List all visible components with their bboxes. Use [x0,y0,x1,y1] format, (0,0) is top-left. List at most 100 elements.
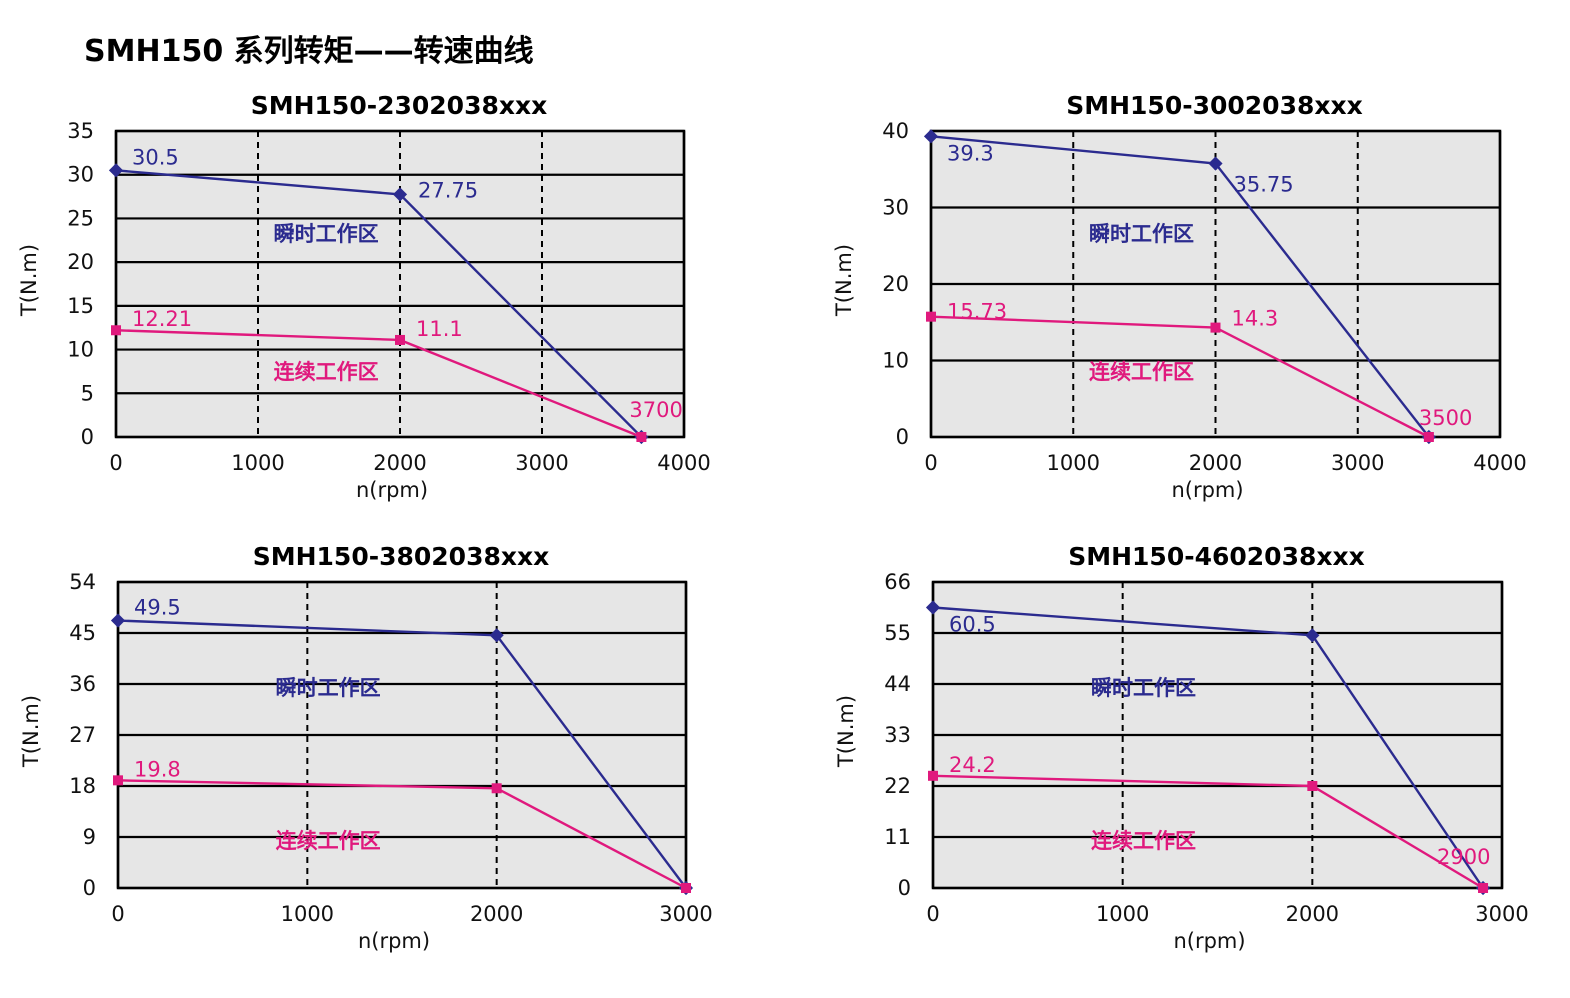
continuous-point-marker [1478,883,1489,893]
continuous-data-label: 24.2 [949,753,996,777]
y-tick-label: 11 [884,825,911,849]
x-tick-label: 2000 [373,451,426,475]
x-tick-label: 3000 [659,902,712,926]
y-tick-label: 9 [83,825,96,849]
continuous-point-marker [113,775,123,786]
chart-title: SMH150-3802038xxx [253,542,550,571]
plot-frame [114,129,686,439]
continuous-zone-label: 连续工作区 [1089,360,1194,384]
y-tick-label: 36 [69,672,96,696]
y-tick-label: 0 [81,425,94,449]
continuous-zone-label: 连续工作区 [276,829,381,853]
continuous-data-label: 15.73 [947,300,1007,324]
peak-data-label: 60.5 [949,613,996,637]
y-tick-label: 18 [69,774,96,798]
x-axis-label: n(rpm) [1173,929,1245,953]
peak-point-marker [1208,156,1223,171]
continuous-data-label: 3500 [1419,406,1472,430]
continuous-point-marker [111,325,121,336]
peak-point-marker [925,600,941,615]
continuous-point-marker [636,432,647,442]
y-tick-label: 0 [83,876,96,900]
y-tick-label: 20 [882,272,909,296]
y-axis-label: T(N.m) [834,695,858,768]
continuous-zone-label: 连续工作区 [274,360,379,384]
y-tick-label: 30 [67,163,94,187]
y-axis-label: T(N.m) [19,695,43,768]
x-axis-label: n(rpm) [358,929,430,953]
y-tick-label: 27 [69,723,96,747]
continuous-data-label: 12.21 [132,307,192,331]
peak-point-marker [489,628,504,643]
x-axis-label: n(rpm) [1171,478,1243,502]
continuous-point-marker [926,311,936,322]
peak-zone-label: 瞬时工作区 [1091,676,1196,700]
x-tick-label: 0 [109,451,122,475]
y-tick-label: 40 [882,119,909,143]
y-axis-label: T(N.m) [832,244,856,317]
x-tick-label: 2000 [1286,902,1339,926]
y-tick-label: 54 [69,570,96,594]
peak-data-label: 27.75 [418,178,478,202]
x-tick-label: 3000 [1331,451,1384,475]
y-tick-label: 20 [67,250,94,274]
continuous-point-marker [1210,322,1221,333]
peak-zone-label: 瞬时工作区 [1089,222,1194,246]
continuous-point-marker [1423,432,1434,442]
chart-1: 0 5 10 15 20 25 30 35 0 1000 2000 3000 4000 SMH150-23… [17,91,711,502]
y-tick-label: 0 [896,425,909,449]
y-tick-label: 66 [884,570,911,594]
continuous-data-label: 19.8 [134,757,181,781]
x-tick-label: 1000 [231,451,284,475]
peak-point-marker [923,129,939,144]
peak-data-label: 39.3 [947,141,994,165]
continuous-zone-label: 连续工作区 [1091,829,1196,853]
y-tick-label: 25 [67,206,94,230]
page-title: SMH150 系列转矩——转速曲线 [84,34,534,69]
continuous-data-label: 2900 [1437,845,1490,869]
y-tick-label: 10 [67,338,94,362]
continuous-point-marker [1307,781,1318,791]
peak-data-label: 30.5 [132,145,179,169]
y-tick-label: 33 [884,723,911,747]
continuous-point-marker [681,883,691,893]
x-tick-label: 3000 [1475,902,1528,926]
peak-zone-label: 瞬时工作区 [276,676,381,700]
x-tick-label: 0 [926,902,939,926]
y-tick-label: 35 [67,119,94,143]
plot-frame [931,580,1504,890]
continuous-point-marker [491,783,502,794]
chart-title: SMH150-4602038xxx [1068,542,1365,571]
continuous-data-label: 11.1 [416,317,463,341]
x-tick-label: 0 [924,451,937,475]
y-tick-label: 0 [898,876,911,900]
x-axis-label: n(rpm) [356,478,428,502]
y-tick-label: 55 [884,621,911,645]
x-tick-label: 4000 [1473,451,1526,475]
peak-point-marker [110,613,126,628]
y-tick-label: 10 [882,349,909,373]
peak-data-label: 49.5 [134,596,181,620]
y-tick-label: 15 [67,294,94,318]
continuous-point-marker [395,334,405,345]
chart-2: 0 10 20 30 40 0 1000 2000 3000 4000 SMH150-3002038… [832,91,1527,502]
continuous-point-marker [928,770,938,781]
x-tick-label: 1000 [1096,902,1149,926]
x-tick-label: 1000 [1047,451,1100,475]
chart-4: 0 11 22 33 44 55 66 0 1000 2000 3000 SMH150-4602038… [834,542,1529,953]
x-tick-label: 3000 [515,451,568,475]
peak-data-label: 35.75 [1234,173,1294,197]
chart-3: 0 9 18 27 36 45 54 0 1000 2000 3000 SMH150-3802038x… [19,542,713,953]
y-tick-label: 44 [884,672,911,696]
plot-frame [116,580,688,890]
y-tick-label: 45 [69,621,96,645]
peak-point-marker [1305,628,1320,643]
x-tick-label: 2000 [470,902,523,926]
y-tick-label: 5 [81,381,94,405]
plot-frame [929,129,1502,439]
y-axis-label: T(N.m) [17,244,41,317]
y-tick-label: 30 [882,196,909,220]
peak-point-marker [392,187,408,202]
continuous-data-label: 3700 [629,398,682,422]
